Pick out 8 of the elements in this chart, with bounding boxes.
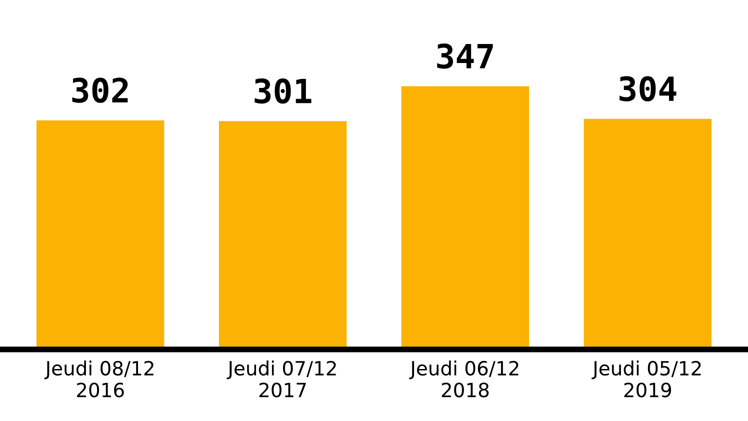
x-tick-label: Jeudi 05/12 2019 <box>592 360 701 398</box>
x-tick-label: Jeudi 08/12 2016 <box>44 360 154 398</box>
x-tick-label: Jeudi 07/12 2017 <box>226 360 336 398</box>
data-label: 347 <box>437 44 493 69</box>
data-label: 302 <box>72 78 128 103</box>
x-tick-label: Jeudi 06/12 2018 <box>409 360 518 398</box>
data-label: 301 <box>254 78 312 104</box>
data-label: 304 <box>620 76 676 102</box>
